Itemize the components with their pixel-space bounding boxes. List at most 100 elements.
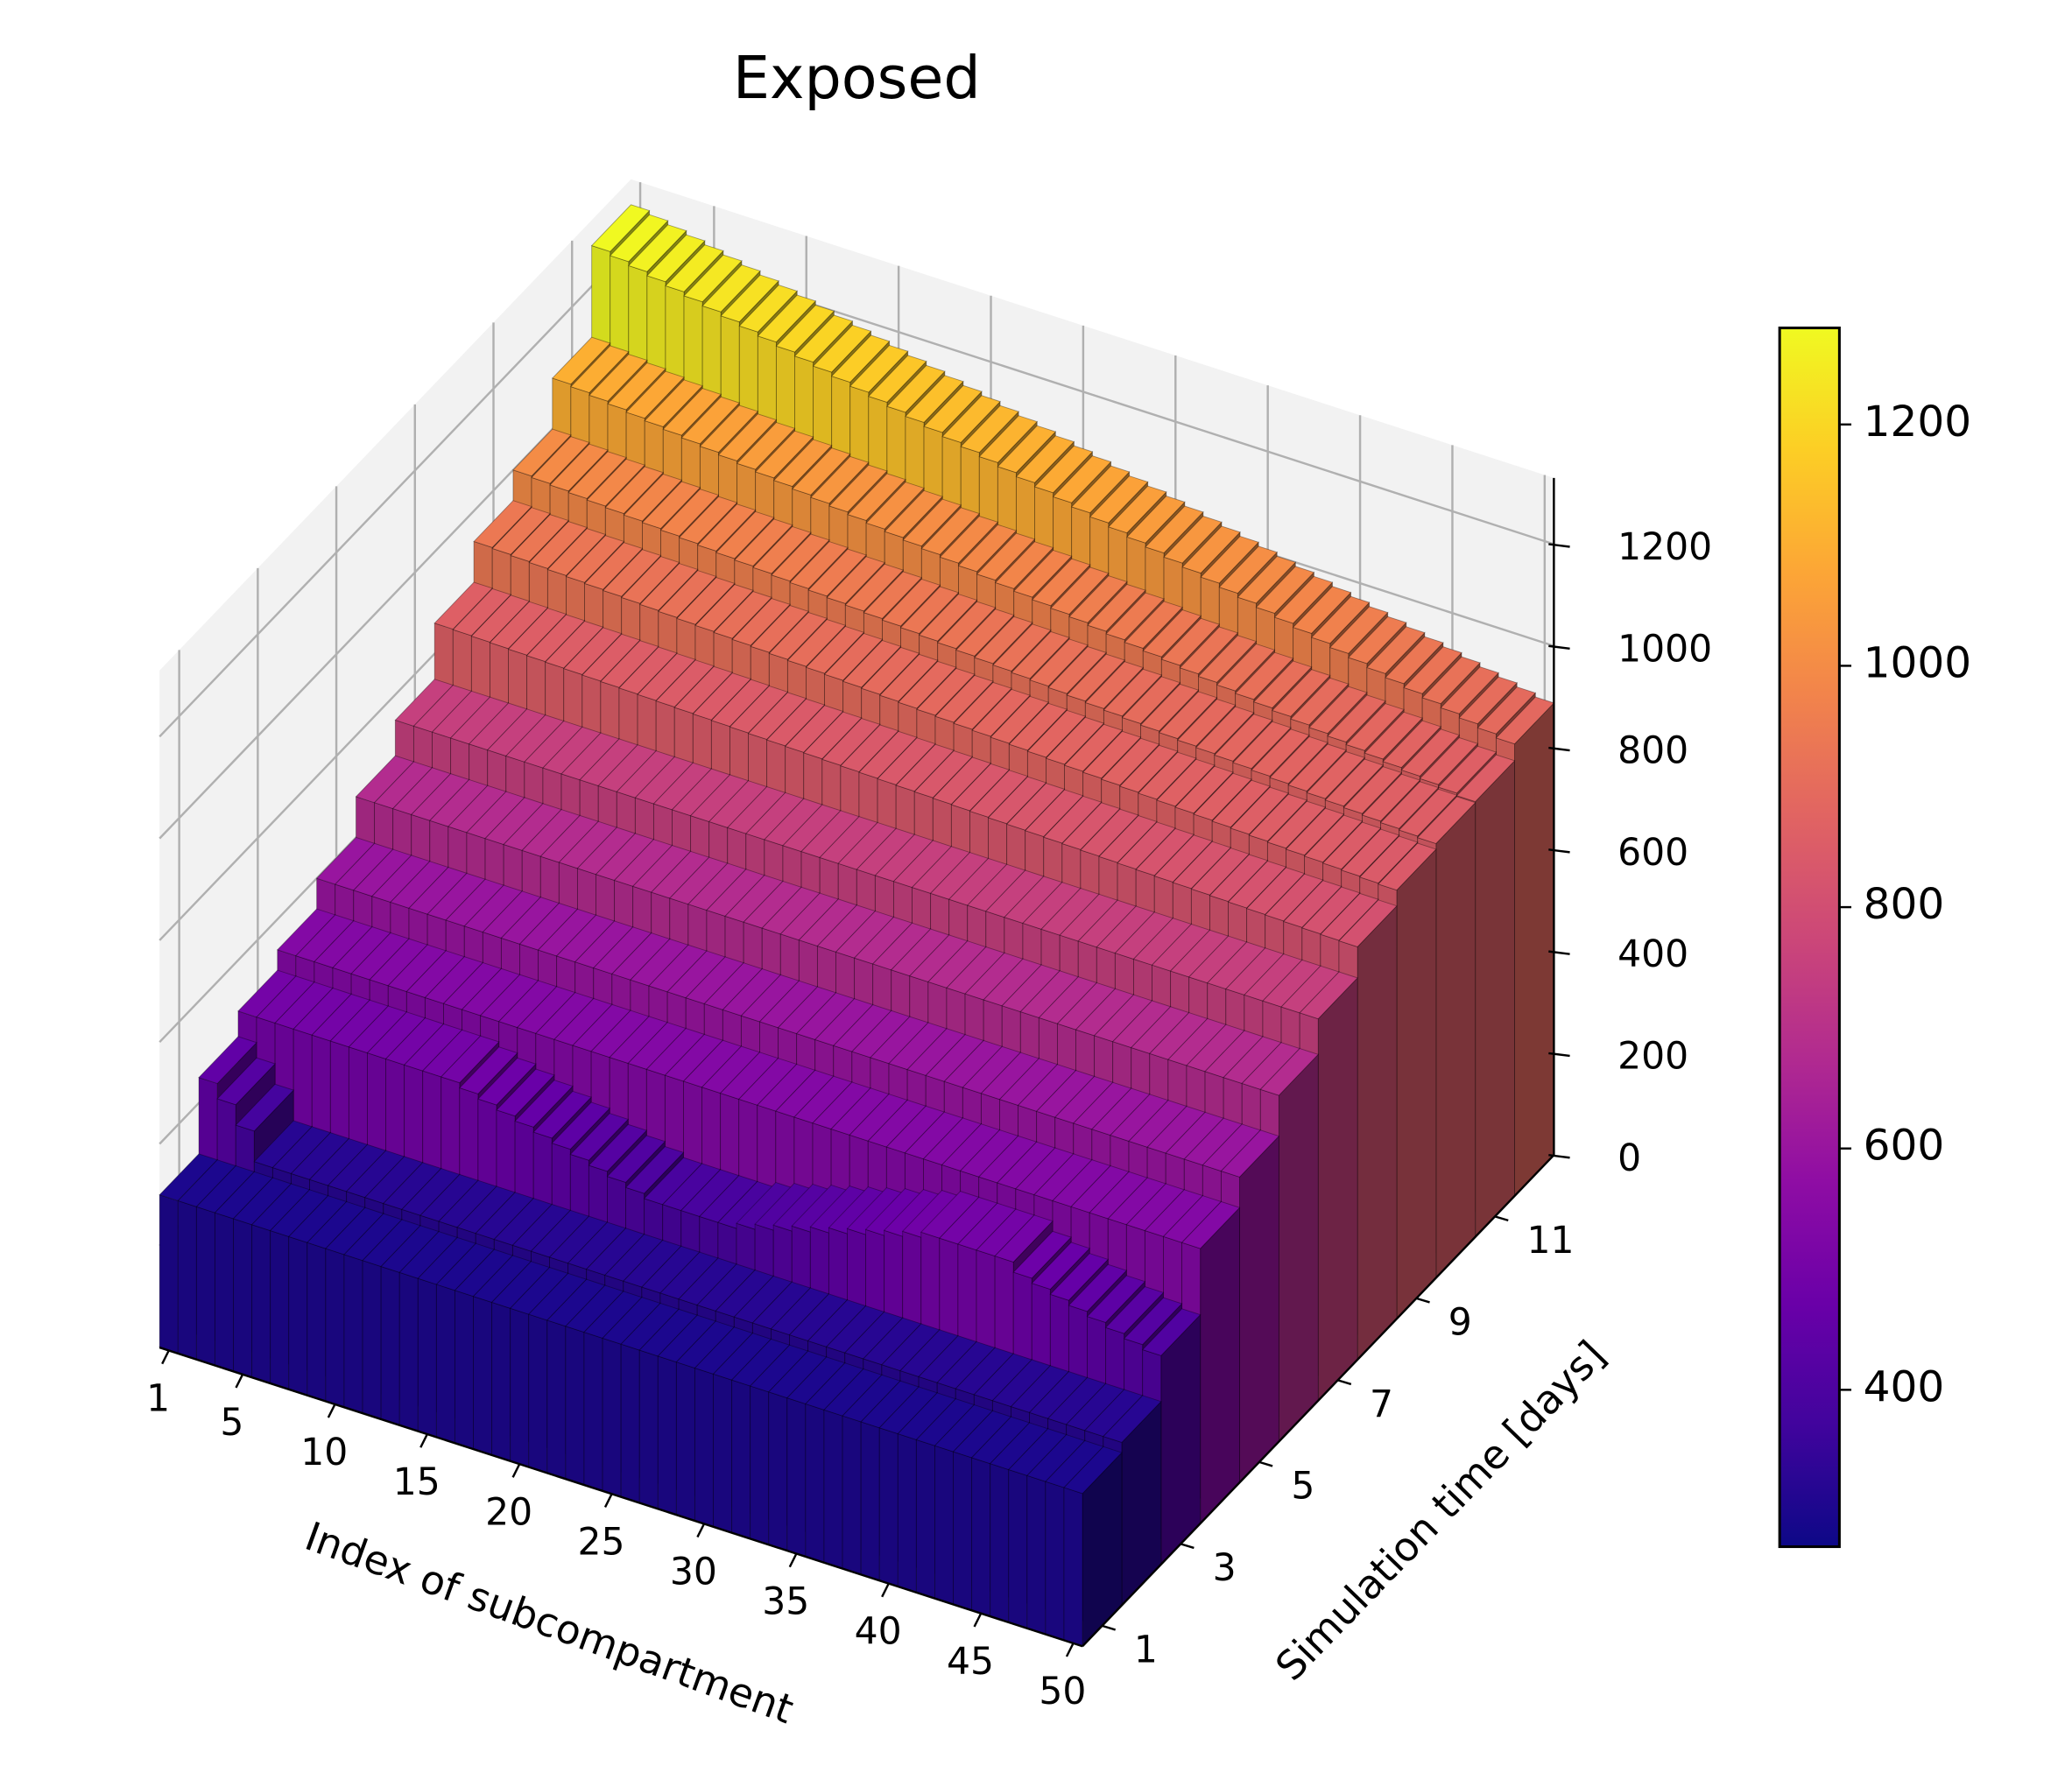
bar-top [1209, 854, 1269, 903]
bar-top [1107, 485, 1167, 534]
bar-front [953, 1451, 973, 1611]
bar-top [623, 473, 683, 522]
bar-front [915, 1439, 935, 1600]
bar-top [997, 425, 1057, 474]
bar-top [1347, 616, 1407, 665]
bar-top [884, 489, 943, 538]
bar-top [1421, 656, 1481, 705]
bar-top [590, 204, 651, 252]
bar-front [1045, 1481, 1065, 1642]
bar-front [270, 1229, 290, 1390]
bar-top [905, 375, 964, 423]
bar-top [717, 413, 778, 461]
bar-top [807, 548, 867, 597]
bar-top [713, 591, 772, 639]
bar-side [1239, 1135, 1279, 1484]
bar-top [549, 443, 609, 492]
bar-top [216, 1057, 276, 1106]
bar-top [1050, 566, 1110, 616]
bar-top [1180, 1200, 1241, 1249]
bar-top [1197, 635, 1258, 683]
y-tick [1416, 1297, 1430, 1304]
z-tick [1548, 950, 1570, 955]
bar-top [1310, 595, 1371, 644]
x-tick-label: 1 [146, 1378, 170, 1421]
bar [1063, 1446, 1123, 1648]
x-tick-label: 25 [577, 1521, 624, 1564]
bar-top [644, 379, 703, 427]
bar-top [1366, 626, 1426, 674]
bar-top [969, 770, 1029, 818]
bar-top [673, 665, 733, 714]
bar-top [828, 464, 888, 513]
bar-top [1012, 549, 1073, 598]
bar-top [1105, 592, 1165, 641]
bar-top [1264, 873, 1324, 922]
bar-top [899, 586, 960, 635]
y-tick [1494, 1215, 1509, 1222]
bar-top [1068, 575, 1128, 623]
bar-top [1227, 860, 1287, 909]
y-tick-label: 5 [1291, 1466, 1314, 1509]
bar-top [768, 611, 828, 660]
bar-top [1419, 737, 1479, 785]
x-axis-label: Index of subcompartment [300, 1513, 800, 1733]
bar-top [865, 482, 925, 530]
bar-top [1437, 745, 1498, 794]
bar-front [842, 1415, 862, 1576]
z-tick [1548, 1052, 1570, 1058]
bar-front [713, 1373, 733, 1534]
x-tick-label: 40 [855, 1611, 902, 1654]
bar-top [789, 541, 849, 589]
bar-front [1026, 1474, 1047, 1636]
bar-side [1396, 848, 1437, 1320]
bar-top [588, 354, 648, 402]
bar-top [1172, 841, 1232, 890]
bar-top [1234, 651, 1294, 700]
colorbar-tick-label: 1200 [1864, 398, 1971, 447]
bar-top [1327, 694, 1386, 742]
bar-front [694, 1367, 714, 1528]
bar-top [1416, 796, 1476, 845]
bar-top [1290, 677, 1350, 726]
bar-top [1066, 653, 1126, 702]
bar-top [974, 616, 1033, 665]
bar-front [602, 1337, 622, 1498]
bar-top [1361, 773, 1421, 822]
bar-top [641, 481, 701, 530]
bar-top [658, 570, 717, 618]
z-tick-label: 400 [1617, 933, 1688, 976]
bar-top [1299, 971, 1358, 1020]
bar-front [786, 1397, 807, 1558]
bar-top [916, 667, 976, 716]
bar-top [1063, 723, 1124, 772]
bar-top [544, 620, 604, 669]
bar-front [805, 1403, 825, 1564]
x-tick [419, 1433, 428, 1448]
bar-top [1285, 807, 1345, 856]
bar-top [1338, 899, 1398, 947]
bar-top [1328, 606, 1389, 654]
bar-top [609, 214, 669, 263]
y-tick-label: 9 [1448, 1302, 1472, 1345]
bar-top [1026, 709, 1087, 758]
x-axis-line [159, 1346, 1083, 1648]
bar-top [565, 535, 625, 583]
bar-top [1455, 754, 1516, 803]
bar-top [765, 698, 826, 747]
bar-top [729, 685, 789, 734]
bar-top [1176, 699, 1237, 747]
z-tick [1548, 644, 1570, 651]
bar-front [860, 1421, 880, 1581]
bar-top [235, 1083, 294, 1132]
bar-top [1398, 788, 1458, 837]
bar-front [657, 1355, 677, 1516]
bar-top [957, 524, 1018, 573]
bar-front [675, 1361, 695, 1522]
bar-front [1008, 1468, 1028, 1629]
y-tick [1180, 1543, 1195, 1550]
bar-top [895, 743, 955, 792]
bar-top [638, 563, 699, 611]
bar-top [1306, 750, 1366, 799]
bar-top [1103, 1395, 1162, 1443]
